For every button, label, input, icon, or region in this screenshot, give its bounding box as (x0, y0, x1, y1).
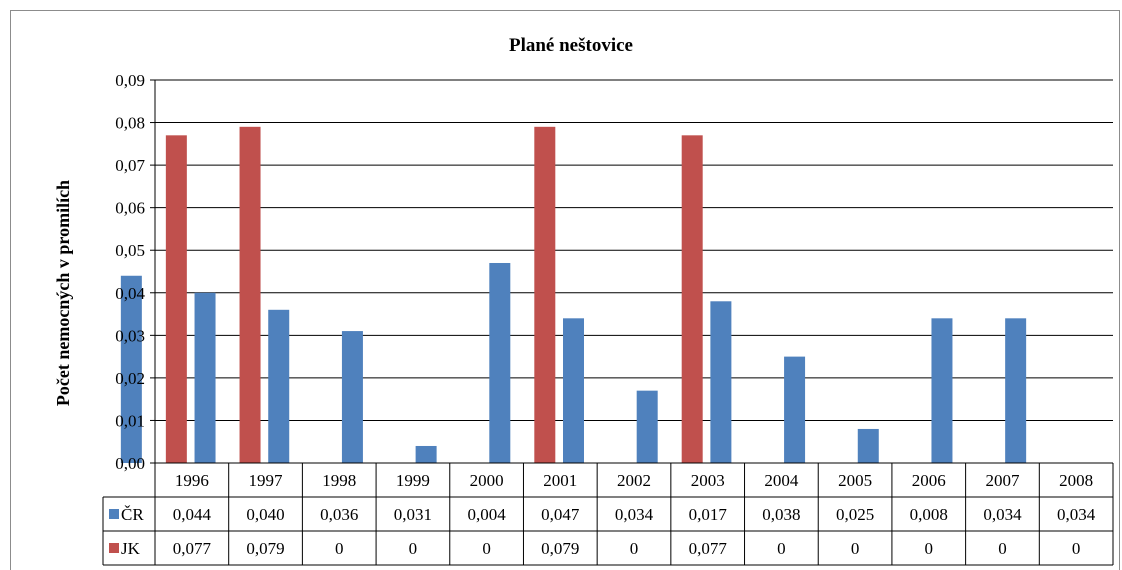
gridlines (150, 79, 1113, 464)
x-tick-label: 1999 (396, 471, 430, 490)
x-tick-label: 2003 (691, 471, 725, 490)
data-label: 0,025 (836, 505, 874, 524)
data-label: 0,077 (173, 539, 212, 558)
legend-key-JK (109, 543, 119, 553)
data-label: 0 (630, 539, 639, 558)
x-tick-label: 2002 (617, 471, 651, 490)
data-label: 0 (998, 539, 1007, 558)
data-label: 0,077 (689, 539, 728, 558)
legend-label-ČR: ČR (121, 505, 144, 524)
data-label: 0,036 (320, 505, 358, 524)
bar-JK-2003 (681, 135, 703, 464)
chart-title: Plané neštovice (509, 35, 633, 56)
data-label: 0 (335, 539, 344, 558)
data-label: 0,017 (689, 505, 728, 524)
data-label: 0,044 (173, 505, 212, 524)
data-label: 0,038 (762, 505, 800, 524)
bar-ČR-1999 (341, 331, 363, 463)
y-tick-label: 0,02 (115, 369, 145, 388)
bar-ČR-2007 (931, 318, 953, 463)
data-label: 0,079 (541, 539, 579, 558)
bar-ČR-1998 (268, 309, 290, 463)
bar-JK-1997 (239, 126, 261, 464)
bar-ČR-2003 (636, 390, 658, 463)
x-tick-label: 1996 (175, 471, 209, 490)
legend-label-JK: JK (121, 539, 141, 558)
y-tick-label: 0,04 (115, 284, 145, 303)
x-tick-label: 2008 (1059, 471, 1093, 490)
data-label: 0,031 (394, 505, 432, 524)
x-tick-label: 2005 (838, 471, 872, 490)
data-label: 0 (1072, 539, 1081, 558)
x-tick-label: 1998 (322, 471, 356, 490)
bar-ČR-2002 (563, 318, 584, 463)
bar-ČR-1996 (120, 275, 142, 463)
y-axis-label: Počet nemocných v promilích (53, 180, 73, 406)
data-label: 0,034 (1057, 505, 1096, 524)
x-tick-label: 2004 (764, 471, 799, 490)
data-label: 0,034 (983, 505, 1022, 524)
x-tick-label: 1997 (249, 471, 284, 490)
bar-ČR-2001 (489, 262, 511, 463)
data-table: 1996 1997 1998 1999 2000 2001 2002 2003 2004 2005… (102, 462, 1114, 566)
data-label: 0,034 (615, 505, 654, 524)
y-tick-label: 0,07 (115, 156, 145, 175)
bar-ČR-2006 (857, 428, 879, 463)
bar-JK-2001 (534, 126, 556, 464)
data-label: 0 (409, 539, 418, 558)
y-tick-labels: 0,00 0,01 0,02 0,03 0,04 0,05 0,06 0,07 0,08 0,09 (115, 71, 145, 473)
data-label: 0 (777, 539, 786, 558)
y-tick-label: 0,09 (115, 71, 145, 90)
data-label: 0,008 (910, 505, 948, 524)
y-tick-label: 0,01 (115, 411, 145, 430)
bar-ČR-1997 (194, 292, 216, 463)
y-tick-label: 0,03 (115, 326, 145, 345)
x-tick-label: 2007 (985, 471, 1020, 490)
x-tick-label: 2000 (470, 471, 504, 490)
data-label: 0 (851, 539, 860, 558)
x-tick-label: 2006 (912, 471, 946, 490)
bars (120, 126, 1027, 464)
y-tick-label: 0,06 (115, 199, 145, 218)
bar-ČR-2005 (784, 356, 806, 463)
y-tick-label: 0,05 (115, 241, 145, 260)
bar-ČR-2000 (415, 445, 437, 463)
y-tick-label: 0,00 (115, 454, 145, 473)
data-label: 0 (482, 539, 491, 558)
y-tick-label: 0,08 (115, 114, 145, 133)
bar-ČR-2004 (710, 301, 732, 463)
data-label: 0 (925, 539, 934, 558)
bar-ČR-2008 (1005, 318, 1027, 463)
x-tick-label: 2001 (543, 471, 577, 490)
legend-key-ČR (109, 509, 119, 519)
data-label: 0,004 (467, 505, 506, 524)
data-label: 0,047 (541, 505, 580, 524)
data-label: 0,040 (246, 505, 284, 524)
chart-frame (10, 10, 1120, 570)
data-label: 0,079 (246, 539, 284, 558)
bar-JK-1996 (165, 135, 187, 464)
